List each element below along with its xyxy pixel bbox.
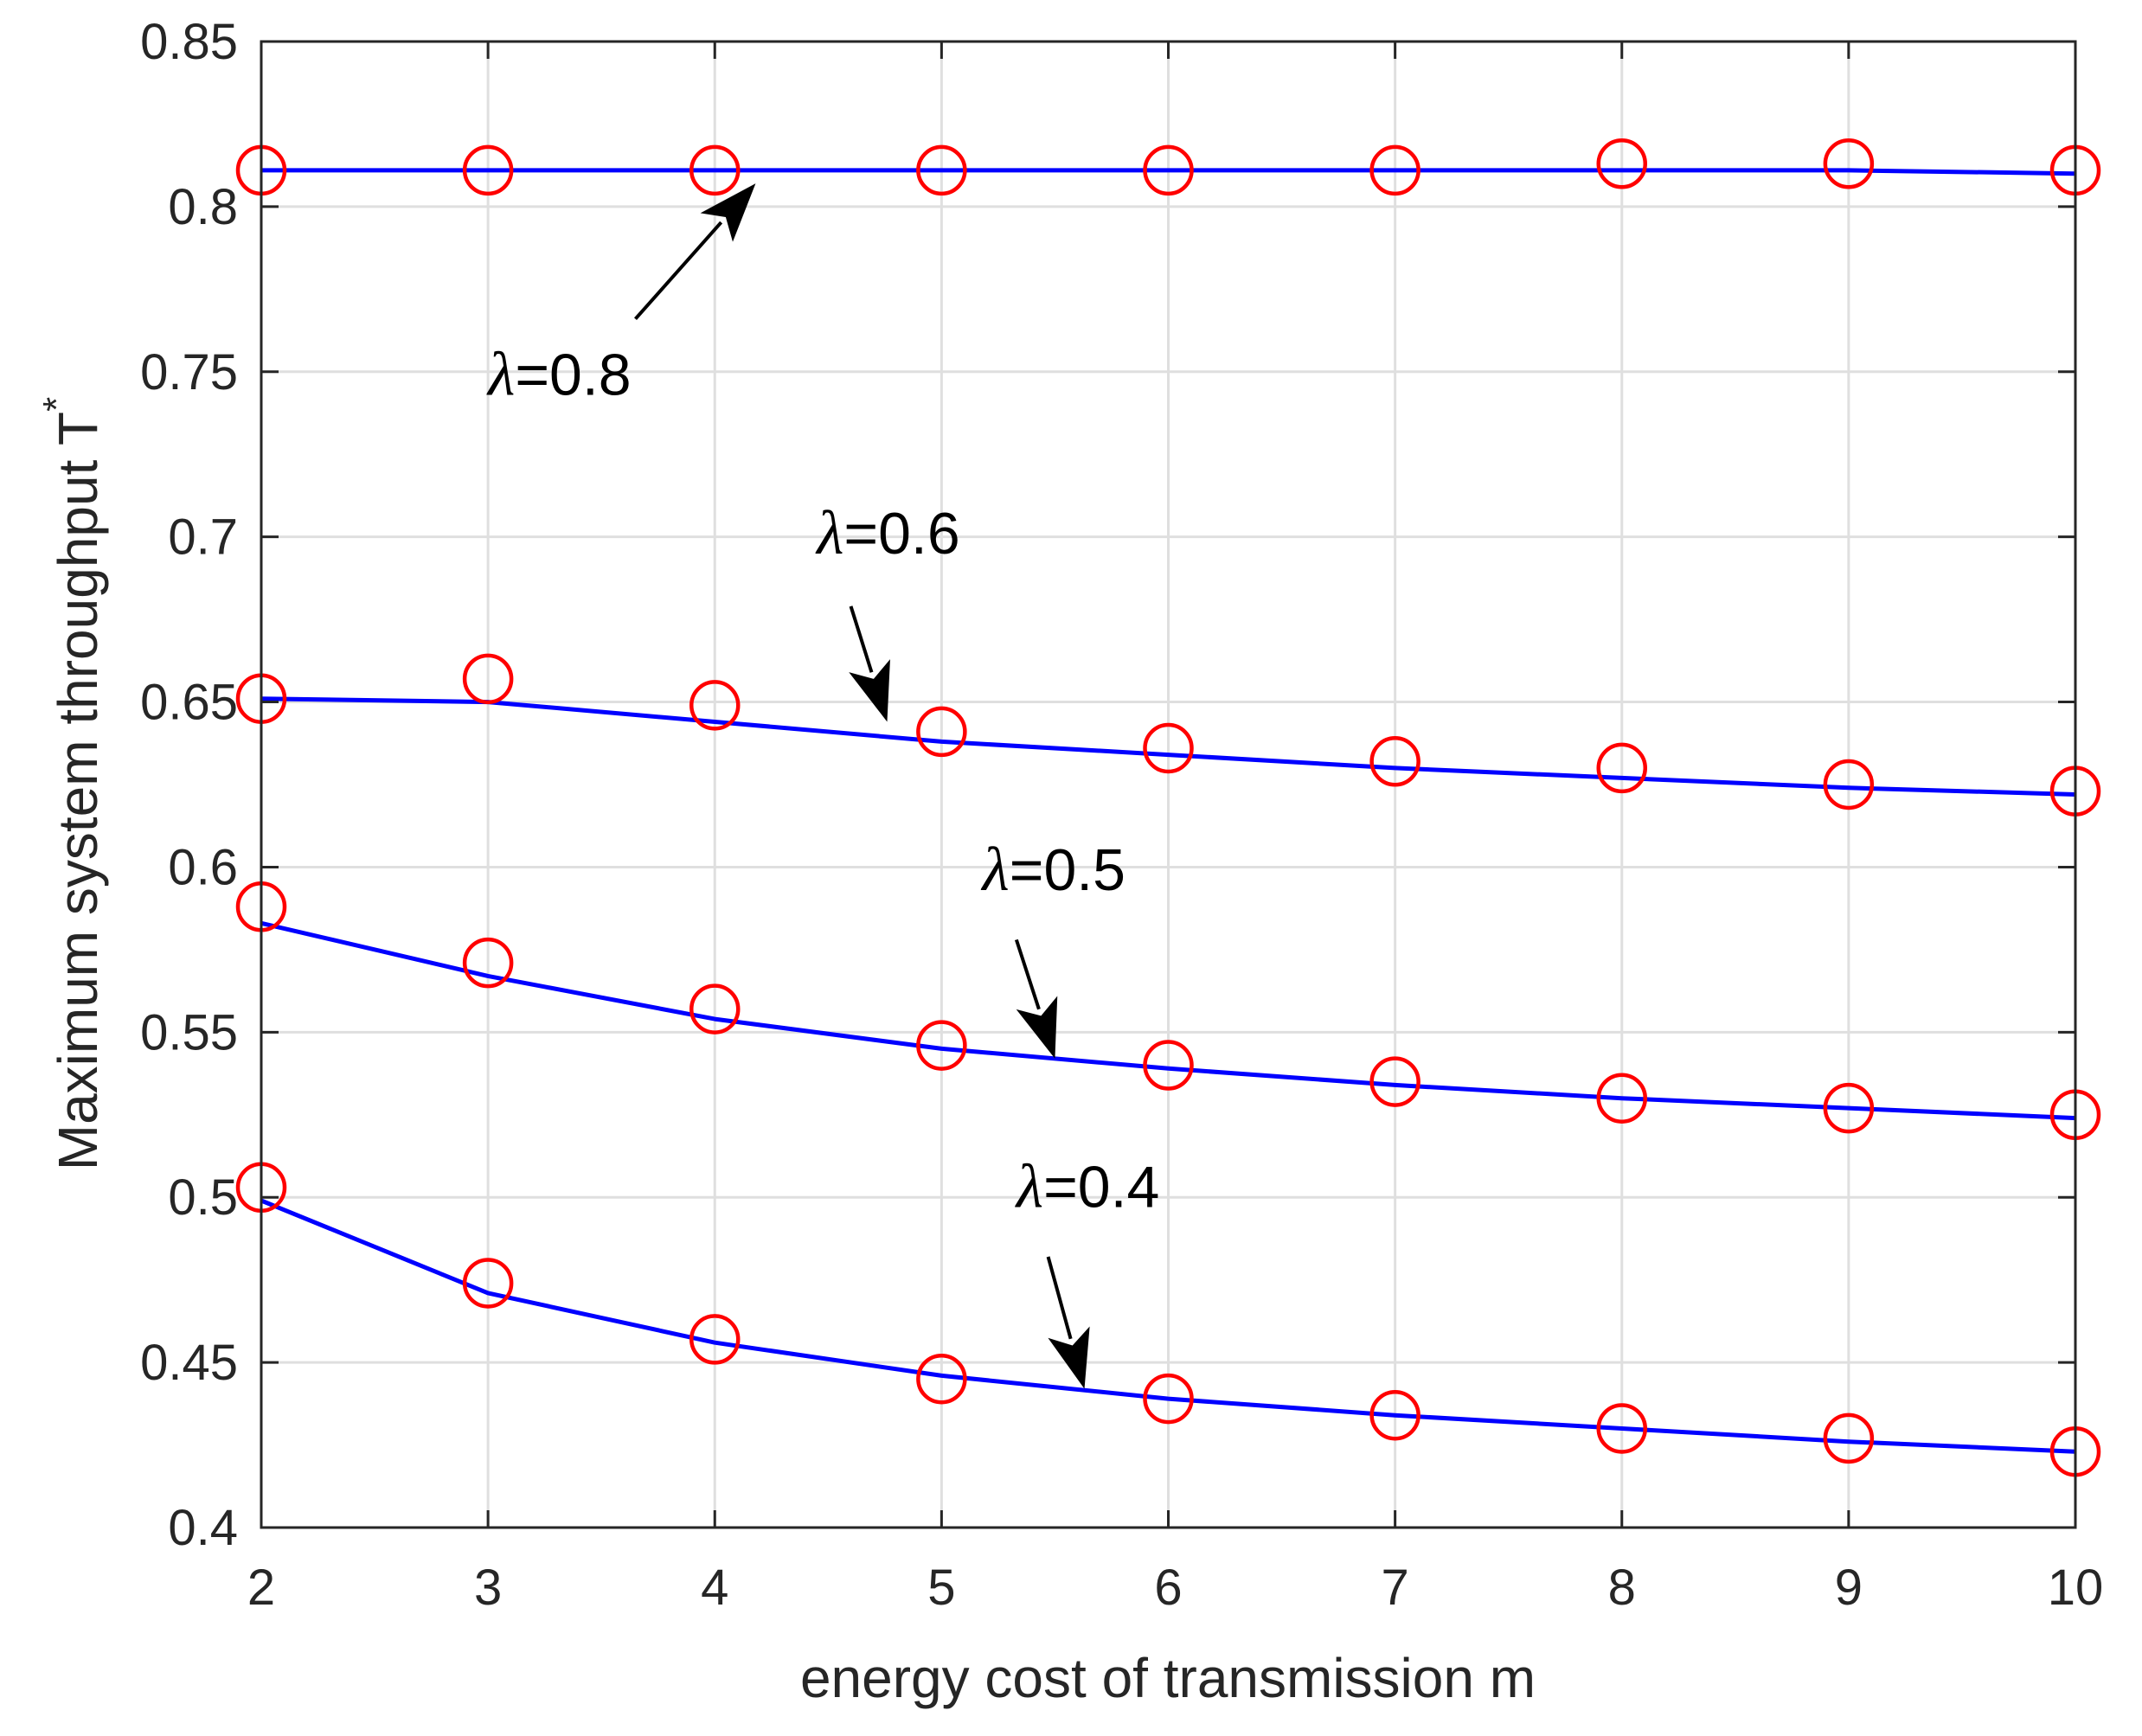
- annotation-arrow-head: [1048, 1326, 1090, 1389]
- y-tick-label: 0.45: [140, 1335, 238, 1391]
- series-marker: [916, 1353, 967, 1405]
- y-tick-label: 0.4: [168, 1500, 238, 1556]
- series-marker: [1596, 138, 1647, 189]
- series-line-4: [260, 1198, 2076, 1454]
- annotation-label-2: λ=0.6: [815, 498, 959, 567]
- annotation-arrow-shaft: [1014, 938, 1041, 1010]
- series-marker: [462, 1258, 514, 1309]
- series-marker: [689, 983, 741, 1035]
- series-marker: [1596, 1403, 1647, 1454]
- series-line-1: [261, 168, 2076, 176]
- y-tick-label: 0.65: [140, 675, 238, 731]
- annotation-label-4: λ=0.4: [1015, 1152, 1159, 1221]
- x-tick-label: 6: [1154, 1560, 1182, 1616]
- annotation-lambda-symbol: λ: [981, 835, 1010, 904]
- annotation-arrow-shaft: [1046, 1256, 1073, 1340]
- series-marker: [1369, 144, 1421, 196]
- annotation-lambda-symbol: λ: [1015, 1152, 1043, 1221]
- series-marker: [1143, 144, 1194, 196]
- series-line-3: [260, 920, 2076, 1121]
- annotation-arrow-shaft: [849, 605, 874, 673]
- y-tick-label: 0.5: [168, 1169, 238, 1226]
- y-tick-label: 0.55: [140, 1004, 238, 1060]
- x-tick-label: 4: [701, 1560, 728, 1616]
- series-marker: [916, 706, 967, 758]
- series-marker: [1143, 1373, 1194, 1425]
- series-marker: [1369, 736, 1421, 787]
- series-marker: [1143, 722, 1194, 774]
- annotation-arrow-head: [1016, 996, 1058, 1059]
- series-marker: [916, 1020, 967, 1071]
- annotation-arrow-head: [849, 659, 890, 722]
- annotation-value: =0.6: [843, 501, 959, 567]
- annotations: λ=0.8λ=0.6λ=0.5λ=0.4: [486, 183, 1159, 1389]
- y-tick-label: 0.85: [140, 14, 238, 70]
- x-tick-label: 5: [927, 1560, 955, 1616]
- y-axis-label-main: Maximum system throughput T: [47, 412, 109, 1170]
- y-axis-label: Maximum system throughput T*: [35, 397, 109, 1170]
- annotation-value: =0.8: [515, 343, 631, 408]
- series-marker: [916, 144, 967, 196]
- series-marker: [689, 680, 741, 731]
- ticks: 2 3 4 5 6 7 8 9 10 0.4 0.45 0.5 0.55 0.6 0.65 0.7 0.75 0.…: [140, 14, 2103, 1616]
- x-tick-label: 3: [474, 1560, 502, 1616]
- x-tick-label: 8: [1608, 1560, 1636, 1616]
- series-lines: [260, 168, 2076, 1454]
- annotation-label-1: λ=0.8: [486, 340, 631, 409]
- x-axis-label: energy cost of transmission m: [800, 1647, 1536, 1709]
- series-marker: [1823, 1082, 1875, 1134]
- series-marker: [462, 937, 514, 989]
- series-marker: [1823, 1413, 1875, 1464]
- y-tick-label: 0.7: [168, 509, 238, 566]
- y-axis-label-group: Maximum system throughput T*: [35, 397, 109, 1170]
- series-marker: [1823, 138, 1875, 189]
- series-marker: [689, 144, 741, 196]
- series-marker: [1596, 742, 1647, 794]
- annotation-arrow-head: [700, 183, 756, 242]
- y-tick-label: 0.75: [140, 344, 238, 400]
- x-tick-label: 2: [247, 1560, 275, 1616]
- x-tick-label: 9: [1835, 1560, 1863, 1616]
- y-tick-label: 0.8: [168, 179, 238, 235]
- y-axis-label-superscript: *: [35, 397, 78, 412]
- annotation-label-3: λ=0.5: [981, 835, 1126, 904]
- grid: [261, 42, 2075, 1528]
- series-marker: [689, 1314, 741, 1365]
- series-marker: [1143, 1040, 1194, 1091]
- series-marker: [1369, 1056, 1421, 1107]
- annotation-value: =0.4: [1043, 1155, 1159, 1220]
- annotation-lambda-symbol: λ: [815, 498, 843, 567]
- series-marker: [462, 144, 514, 196]
- series-marker: [1369, 1389, 1421, 1441]
- series-marker: [1823, 759, 1875, 810]
- annotation-value: =0.5: [1010, 837, 1126, 903]
- annotation-arrow-shaft: [634, 221, 723, 321]
- series-marker: [462, 653, 514, 705]
- x-tick-label: 10: [2048, 1560, 2104, 1616]
- series-marker: [1596, 1073, 1647, 1124]
- annotation-lambda-symbol: λ: [486, 340, 515, 409]
- series-line-2: [260, 696, 2076, 797]
- y-tick-label: 0.6: [168, 839, 238, 895]
- x-tick-label: 7: [1381, 1560, 1408, 1616]
